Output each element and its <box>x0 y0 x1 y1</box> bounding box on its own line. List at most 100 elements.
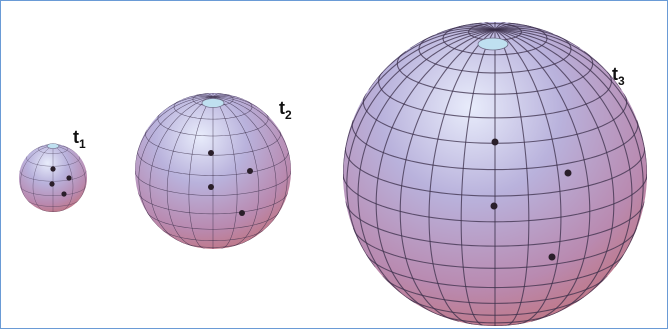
grid-line <box>212 93 222 98</box>
sphere-t3-points <box>490 138 572 261</box>
grid-line <box>494 29 615 317</box>
grid-line <box>494 26 554 35</box>
point-marker <box>247 168 253 174</box>
grid-line <box>212 96 260 248</box>
grid-line <box>346 29 496 268</box>
sphere-t1 <box>19 143 87 212</box>
grid-line <box>52 145 74 212</box>
point-marker <box>208 184 214 190</box>
sphere-t3 <box>343 22 647 326</box>
point-marker <box>490 202 498 210</box>
label-t1-letter: t <box>73 127 79 147</box>
label-t2-subscript: 2 <box>285 108 292 122</box>
label-t1: t1 <box>73 127 86 151</box>
sphere-t3-cap <box>477 37 509 51</box>
grid-line <box>494 22 518 31</box>
grid-line <box>472 22 496 31</box>
grid-line <box>135 170 291 196</box>
grid-line <box>52 145 86 204</box>
grid-line <box>494 29 647 180</box>
grid-line <box>182 95 214 100</box>
label-t1-subscript: 1 <box>79 137 86 151</box>
grid-line <box>157 112 269 137</box>
sphere-t2-grid <box>135 93 291 249</box>
label-t3-letter: t <box>612 64 618 84</box>
grid-line <box>212 96 277 243</box>
grid-line <box>145 129 281 156</box>
grid-line <box>212 94 231 98</box>
grid-line <box>343 29 496 180</box>
point-marker <box>548 253 556 261</box>
grid-line <box>494 24 532 31</box>
label-t3-subscript: 3 <box>618 74 625 88</box>
grid-line <box>180 241 246 248</box>
point-marker <box>564 169 572 177</box>
label-t2: t2 <box>279 98 292 122</box>
grid-line <box>494 29 644 268</box>
grid-line <box>344 201 646 247</box>
grid-line <box>27 200 79 207</box>
point-marker <box>50 166 56 172</box>
grid-line <box>20 145 54 204</box>
sphere-t2-points <box>208 150 253 216</box>
grid-line <box>212 96 238 249</box>
grid-line <box>399 29 496 323</box>
grid-line <box>137 192 289 215</box>
sphere-t1-cap <box>46 143 60 149</box>
grid-line <box>149 96 214 243</box>
label-t3: t3 <box>612 64 625 88</box>
point-marker <box>66 175 72 181</box>
label-t2-letter: t <box>279 98 285 118</box>
grid-line <box>188 96 214 249</box>
grid-line <box>32 145 54 212</box>
point-marker <box>208 150 214 156</box>
grid-line <box>409 27 496 49</box>
grid-line <box>494 28 622 90</box>
point-marker <box>239 210 245 216</box>
grid-line <box>156 96 214 118</box>
grid-line <box>357 29 496 304</box>
grid-line <box>351 119 639 171</box>
grid-line <box>135 96 214 174</box>
sphere-t2-cap <box>201 98 225 108</box>
grid-line <box>137 149 289 176</box>
grid-line <box>494 29 591 323</box>
grid-line <box>460 29 496 326</box>
grid-line <box>19 186 87 196</box>
grid-line <box>362 92 628 144</box>
grid-line <box>343 173 647 223</box>
grid-line <box>212 96 291 174</box>
sphere-t2 <box>135 93 291 249</box>
grid-line <box>396 50 594 95</box>
grid-line <box>378 71 612 119</box>
sphere-t1-points <box>49 166 72 197</box>
grid-line <box>484 22 496 31</box>
grid-line <box>212 96 270 118</box>
point-marker <box>49 181 55 187</box>
grid-line <box>405 296 585 316</box>
grid-line <box>19 170 87 182</box>
point-marker <box>491 138 499 146</box>
grid-line <box>494 29 562 325</box>
grid-line <box>204 93 214 98</box>
grid-line <box>428 29 496 325</box>
grid-line <box>26 155 80 167</box>
grid-line <box>195 94 214 98</box>
grid-line <box>494 29 633 304</box>
grid-line <box>212 96 288 229</box>
grid-line <box>494 27 581 49</box>
point-marker <box>61 191 67 197</box>
grid-line <box>173 99 253 120</box>
grid-line <box>368 28 496 90</box>
grid-line <box>436 26 496 35</box>
grid-line <box>494 22 506 31</box>
grid-line <box>138 96 214 229</box>
grid-line <box>146 212 280 230</box>
grid-line <box>375 29 496 317</box>
grid-line <box>494 29 530 326</box>
grid-line <box>212 95 244 100</box>
grid-line <box>352 227 638 269</box>
grid-line <box>458 24 496 31</box>
